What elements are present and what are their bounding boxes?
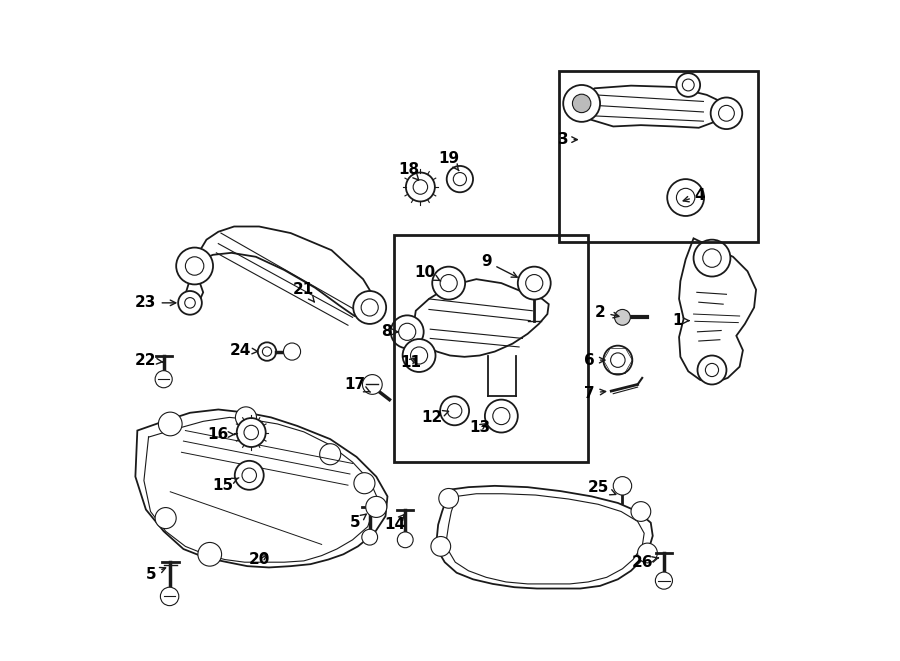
Text: 20: 20 [248, 552, 270, 567]
Text: 2: 2 [595, 305, 619, 319]
Circle shape [447, 404, 462, 418]
Circle shape [320, 444, 341, 465]
Circle shape [184, 297, 195, 308]
Circle shape [610, 353, 626, 368]
Bar [394, 235, 589, 462]
Circle shape [237, 418, 266, 447]
Polygon shape [680, 239, 756, 383]
Circle shape [160, 587, 179, 605]
Circle shape [397, 532, 413, 548]
Circle shape [682, 79, 694, 91]
Text: 7: 7 [584, 385, 606, 401]
Circle shape [454, 173, 466, 186]
Text: 18: 18 [398, 162, 419, 180]
Circle shape [353, 291, 386, 324]
Circle shape [613, 477, 632, 495]
Text: 12: 12 [421, 410, 448, 425]
Circle shape [718, 105, 734, 121]
Text: 11: 11 [400, 354, 421, 369]
Circle shape [413, 180, 428, 194]
Circle shape [572, 95, 591, 112]
Circle shape [698, 356, 726, 385]
Text: 19: 19 [439, 151, 460, 171]
Circle shape [363, 375, 382, 395]
Circle shape [703, 249, 721, 267]
Circle shape [493, 408, 510, 424]
Circle shape [257, 342, 276, 361]
Circle shape [244, 425, 258, 440]
Text: 3: 3 [558, 132, 577, 147]
Circle shape [158, 412, 182, 436]
Circle shape [242, 468, 256, 483]
Circle shape [176, 248, 213, 284]
Circle shape [440, 274, 457, 292]
Circle shape [667, 179, 704, 216]
Text: 10: 10 [414, 265, 441, 281]
Circle shape [615, 309, 630, 325]
Circle shape [526, 274, 543, 292]
Circle shape [236, 407, 256, 428]
Circle shape [406, 173, 435, 202]
Circle shape [631, 502, 651, 522]
Circle shape [440, 397, 469, 425]
Circle shape [365, 496, 387, 518]
Circle shape [155, 371, 172, 388]
Circle shape [410, 347, 428, 364]
Text: 23: 23 [135, 295, 176, 311]
Text: 26: 26 [632, 555, 659, 570]
Text: 16: 16 [208, 427, 235, 442]
Polygon shape [185, 227, 376, 317]
Text: 6: 6 [584, 352, 605, 368]
Circle shape [677, 188, 695, 207]
Text: 17: 17 [344, 377, 371, 392]
Text: 9: 9 [481, 254, 518, 277]
Text: 25: 25 [588, 480, 616, 495]
Circle shape [563, 85, 600, 122]
Circle shape [603, 346, 633, 375]
Circle shape [637, 543, 657, 563]
Text: 5: 5 [146, 566, 166, 582]
Polygon shape [414, 279, 549, 357]
Text: 22: 22 [135, 352, 163, 368]
Text: 5: 5 [350, 514, 366, 530]
Circle shape [402, 339, 436, 372]
Circle shape [485, 400, 518, 432]
Text: 15: 15 [212, 478, 238, 492]
Circle shape [263, 347, 272, 356]
Circle shape [711, 97, 742, 129]
Circle shape [518, 266, 551, 299]
Circle shape [399, 323, 416, 340]
Text: 14: 14 [385, 514, 406, 532]
Polygon shape [436, 486, 652, 588]
Circle shape [432, 266, 465, 299]
Circle shape [198, 543, 221, 566]
Circle shape [655, 572, 672, 589]
Text: 24: 24 [230, 343, 257, 358]
Circle shape [185, 256, 203, 275]
Bar [559, 71, 758, 242]
Circle shape [361, 299, 378, 316]
Circle shape [677, 73, 700, 97]
Text: 4: 4 [683, 188, 706, 203]
Text: 1: 1 [671, 313, 688, 328]
Circle shape [706, 364, 718, 377]
Polygon shape [579, 86, 732, 128]
Circle shape [155, 508, 176, 529]
Text: 21: 21 [293, 282, 314, 302]
Circle shape [235, 461, 264, 490]
Circle shape [694, 240, 731, 276]
Polygon shape [135, 409, 388, 567]
Circle shape [362, 529, 378, 545]
Circle shape [354, 473, 375, 494]
Text: 8: 8 [381, 325, 398, 339]
Circle shape [284, 343, 301, 360]
Circle shape [178, 291, 202, 315]
Text: 13: 13 [469, 420, 491, 436]
Circle shape [446, 166, 473, 192]
Circle shape [391, 315, 424, 348]
Circle shape [431, 537, 451, 557]
Circle shape [439, 488, 459, 508]
